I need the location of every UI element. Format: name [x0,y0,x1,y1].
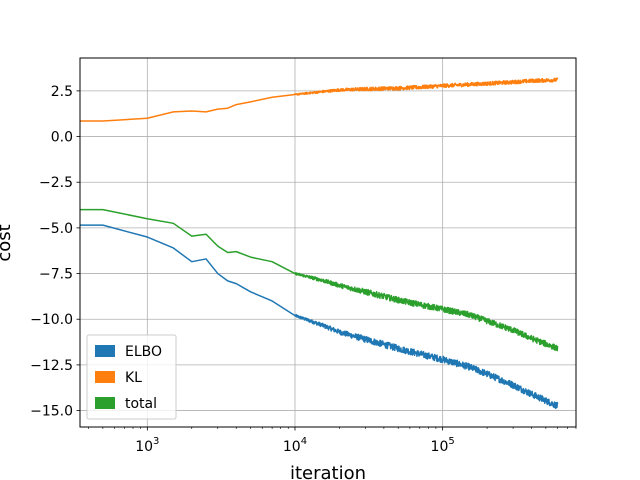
series-line-elbo [80,224,559,409]
y-tick-label: −7.5 [39,267,73,283]
series-line-kl [80,77,559,122]
x-tick-label-base: 10 [135,439,153,455]
x-tick-label-exponent: 5 [448,436,454,447]
x-axis-label: iteration [290,463,366,480]
y-tick-label: −12.5 [30,358,73,374]
series-line-total [80,208,559,352]
y-axis-label: cost [0,224,15,261]
plot-frame [79,57,577,428]
x-tick-label: 103 [135,436,159,455]
x-tick-label-exponent: 4 [301,436,307,447]
y-axis: 2.5 0.0 −2.5 −5.0 −7.5 −10.0 −12.5 −15.0 [30,84,80,420]
x-tick-label: 105 [431,436,455,455]
legend-label-kl: KL [125,370,142,386]
legend-swatch-kl [95,371,115,383]
y-tick-label: 0.0 [51,130,73,146]
x-axis: 103 104 105 [88,427,577,455]
x-tick-label: 104 [283,436,307,455]
x-tick-label-base: 10 [283,439,301,455]
legend-label-elbo: ELBO [125,344,162,360]
y-tick-label: 2.5 [51,84,73,100]
y-tick-label: −2.5 [39,175,73,191]
series-group [80,77,559,409]
legend-swatch-total [95,397,115,409]
y-tick-label: −5.0 [39,221,73,237]
legend-swatch-elbo [95,345,115,357]
legend: ELBO KL total [86,334,177,420]
y-tick-label: −15.0 [30,404,73,420]
legend-label-total: total [125,396,157,412]
x-tick-label-base: 10 [431,439,449,455]
y-tick-label: −10.0 [30,312,73,328]
x-tick-label-exponent: 3 [153,436,159,447]
